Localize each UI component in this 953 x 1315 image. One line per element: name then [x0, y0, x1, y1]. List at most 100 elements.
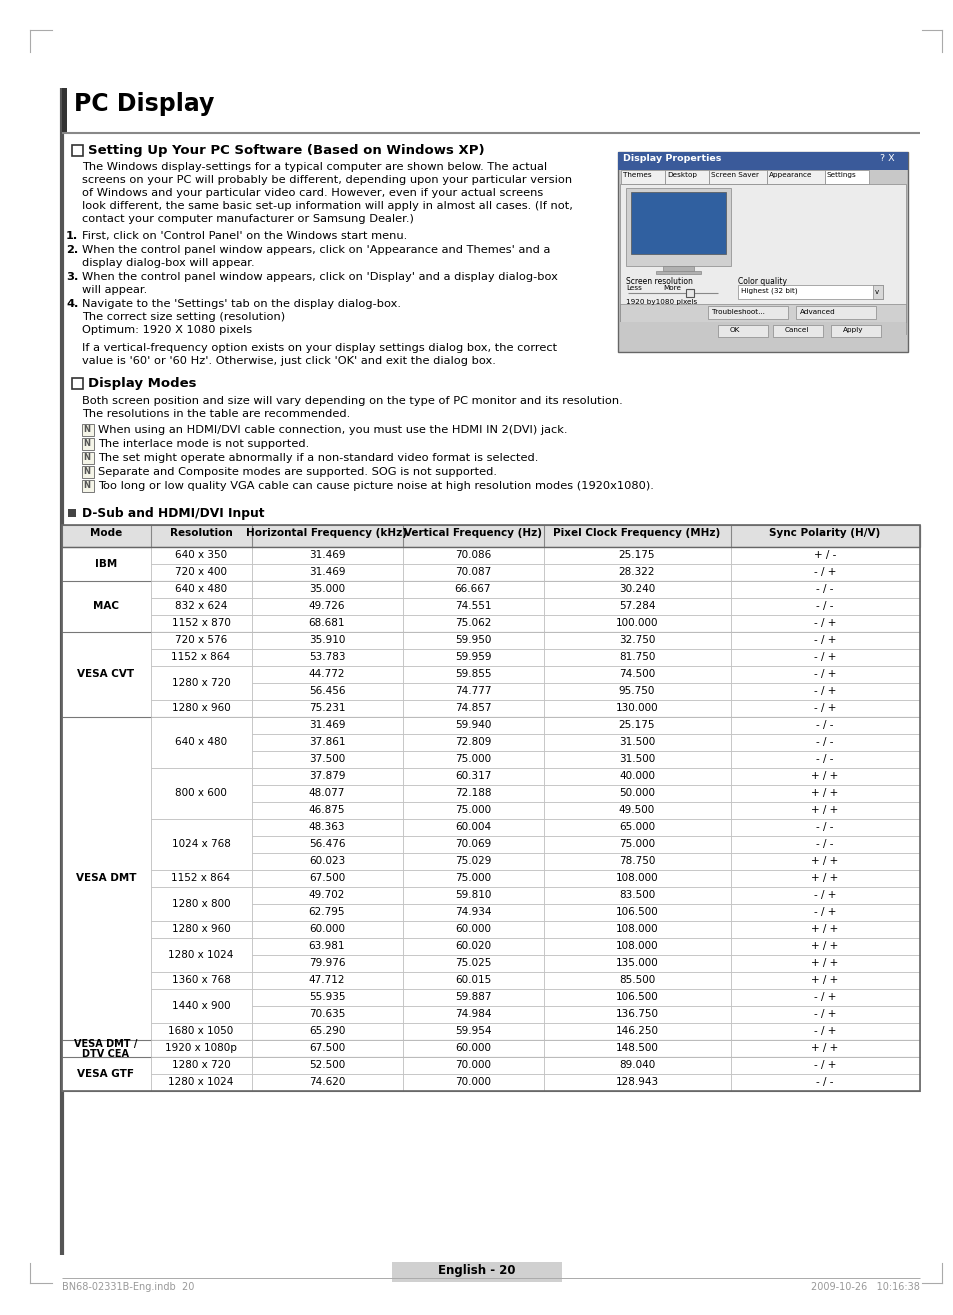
- Text: 75.231: 75.231: [309, 704, 345, 713]
- Text: + / +: + / +: [810, 959, 838, 968]
- Text: 108.000: 108.000: [615, 873, 658, 882]
- Text: 57.284: 57.284: [618, 601, 655, 611]
- Text: Highest (32 bit): Highest (32 bit): [740, 287, 797, 293]
- Text: 49.500: 49.500: [618, 805, 655, 815]
- Text: Apply: Apply: [842, 327, 862, 333]
- Bar: [730, 903, 919, 920]
- Text: The set might operate abnormally if a non-standard video format is selected.: The set might operate abnormally if a no…: [98, 452, 537, 463]
- Text: 1280 x 960: 1280 x 960: [172, 924, 230, 934]
- Text: 108.000: 108.000: [615, 924, 658, 934]
- Bar: [252, 734, 402, 751]
- Bar: [252, 650, 402, 665]
- Text: - / -: - / -: [816, 601, 833, 611]
- Text: 70.086: 70.086: [455, 550, 491, 560]
- Text: 59.810: 59.810: [455, 890, 491, 899]
- Bar: [252, 615, 402, 633]
- Bar: [730, 972, 919, 989]
- Text: Separate and Composite modes are supported. SOG is not supported.: Separate and Composite modes are support…: [98, 467, 497, 477]
- Text: Horizontal Frequency (kHz): Horizontal Frequency (kHz): [246, 529, 407, 538]
- Bar: [151, 615, 252, 633]
- Text: + / -: + / -: [813, 550, 836, 560]
- Text: 100.000: 100.000: [615, 618, 658, 629]
- Text: Troubleshoot...: Troubleshoot...: [711, 309, 764, 316]
- Text: When the control panel window appears, click on 'Display' and a display dialog-b: When the control panel window appears, c…: [82, 272, 558, 281]
- Bar: [543, 938, 730, 955]
- Bar: [252, 955, 402, 972]
- Bar: [252, 972, 402, 989]
- Text: - / +: - / +: [813, 704, 836, 713]
- Text: 60.317: 60.317: [455, 771, 491, 781]
- Bar: [662, 266, 693, 271]
- Text: 74.551: 74.551: [455, 601, 491, 611]
- Text: 67.500: 67.500: [309, 1043, 345, 1053]
- Text: 72.809: 72.809: [455, 736, 491, 747]
- Text: 146.250: 146.250: [615, 1026, 658, 1036]
- Text: 106.500: 106.500: [615, 907, 658, 917]
- Bar: [252, 920, 402, 938]
- Bar: [252, 819, 402, 836]
- Text: 1152 x 864: 1152 x 864: [172, 652, 231, 661]
- Text: 70.635: 70.635: [309, 1009, 345, 1019]
- Bar: [151, 598, 252, 615]
- Text: 65.000: 65.000: [618, 822, 655, 832]
- Text: 59.950: 59.950: [455, 635, 491, 644]
- Text: Display Modes: Display Modes: [88, 377, 196, 391]
- Text: 74.500: 74.500: [618, 669, 655, 679]
- Bar: [151, 581, 252, 598]
- Text: 1280 x 1024: 1280 x 1024: [168, 949, 233, 960]
- Text: 40.000: 40.000: [618, 771, 655, 781]
- Text: - / +: - / +: [813, 907, 836, 917]
- Bar: [62, 717, 151, 1040]
- Bar: [151, 717, 252, 768]
- Bar: [62, 633, 151, 717]
- Bar: [252, 938, 402, 955]
- Bar: [543, 768, 730, 785]
- Bar: [62, 1040, 151, 1057]
- Text: MAC: MAC: [92, 601, 119, 611]
- Text: 60.000: 60.000: [455, 1043, 491, 1053]
- Text: 75.000: 75.000: [618, 839, 655, 849]
- Bar: [402, 768, 543, 785]
- Text: - / +: - / +: [813, 890, 836, 899]
- Text: - / +: - / +: [813, 669, 836, 679]
- Text: 31.500: 31.500: [618, 753, 655, 764]
- Text: 31.469: 31.469: [309, 550, 345, 560]
- Text: - / -: - / -: [816, 1077, 833, 1088]
- Text: 800 x 600: 800 x 600: [175, 788, 227, 798]
- Text: 52.500: 52.500: [309, 1060, 345, 1070]
- Bar: [402, 819, 543, 836]
- Text: 1920 by1080 pixels: 1920 by1080 pixels: [625, 299, 697, 305]
- Bar: [151, 768, 252, 819]
- Bar: [766, 170, 824, 184]
- Text: 83.500: 83.500: [618, 890, 655, 899]
- Text: VESA CVT: VESA CVT: [77, 669, 134, 679]
- Bar: [62, 547, 151, 581]
- Text: - / -: - / -: [816, 721, 833, 730]
- Text: 72.188: 72.188: [455, 788, 491, 798]
- Bar: [252, 989, 402, 1006]
- Bar: [252, 802, 402, 819]
- Text: 59.887: 59.887: [455, 992, 491, 1002]
- Text: 70.069: 70.069: [455, 839, 491, 849]
- Text: The interlace mode is not supported.: The interlace mode is not supported.: [98, 439, 309, 448]
- Bar: [543, 700, 730, 717]
- Bar: [543, 633, 730, 650]
- Bar: [656, 271, 700, 274]
- Text: 68.681: 68.681: [309, 618, 345, 629]
- Text: + / +: + / +: [810, 805, 838, 815]
- Text: 75.000: 75.000: [455, 873, 491, 882]
- Bar: [82, 466, 94, 477]
- Text: + / +: + / +: [810, 924, 838, 934]
- Text: 81.750: 81.750: [618, 652, 655, 661]
- Text: Sync Polarity (H/V): Sync Polarity (H/V): [768, 529, 880, 538]
- Text: display dialog-box will appear.: display dialog-box will appear.: [82, 258, 254, 268]
- Text: 32.750: 32.750: [618, 635, 655, 644]
- Bar: [252, 717, 402, 734]
- Text: 60.000: 60.000: [309, 924, 345, 934]
- Text: 130.000: 130.000: [615, 704, 658, 713]
- Text: - / -: - / -: [816, 584, 833, 594]
- Text: 60.020: 60.020: [455, 942, 491, 951]
- Bar: [730, 1006, 919, 1023]
- Bar: [830, 325, 880, 337]
- Bar: [252, 853, 402, 871]
